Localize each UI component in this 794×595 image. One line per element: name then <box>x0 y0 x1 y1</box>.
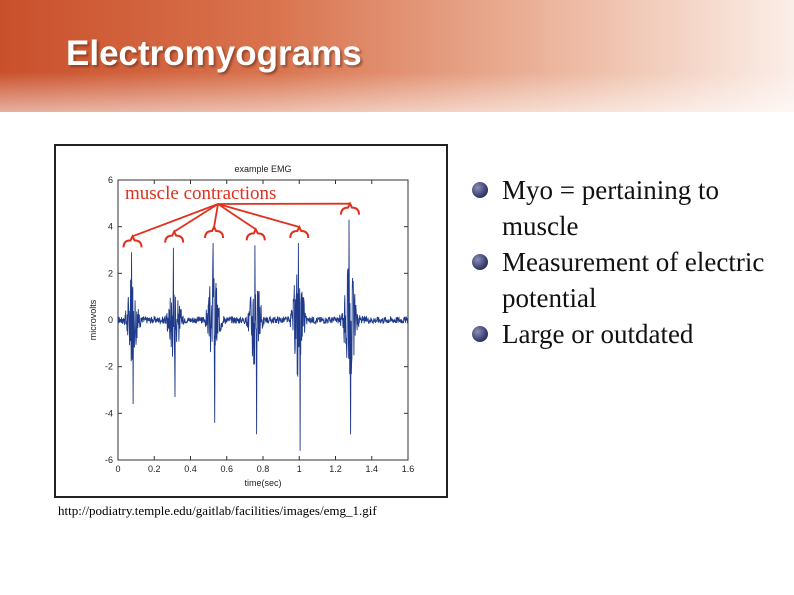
x-tick-label: 1.2 <box>329 464 342 474</box>
x-tick-label: 0 <box>115 464 120 474</box>
annotation-connector <box>217 203 257 231</box>
y-tick-label: -6 <box>105 455 113 465</box>
axis-ticks: 0 0.2 0.4 0.6 0.8 1 1.2 1.4 1.6 -6 -4 -2 0 2 4 6 <box>105 175 414 474</box>
annotation-connector <box>132 203 219 238</box>
bullet-icon <box>472 182 488 198</box>
bullet-item: Large or outdated <box>470 316 780 352</box>
y-tick-label: 2 <box>108 268 113 278</box>
emg-chart: example EMG 0 0.2 0.4 0.6 0.8 1 1.2 1.4 1.6 -6 -4 -… <box>88 164 414 488</box>
emg-trace <box>117 219 409 451</box>
x-tick-label: 0.4 <box>184 464 197 474</box>
slide-title: Electromyograms <box>66 34 362 73</box>
annotation-connector <box>173 203 219 233</box>
bullet-text: Myo = pertaining to muscle <box>502 175 719 241</box>
annotation-connector <box>217 203 300 228</box>
y-tick-label: 0 <box>108 315 113 325</box>
chart-title: example EMG <box>234 164 291 174</box>
x-axis-label: time(sec) <box>244 478 281 488</box>
x-tick-label: 0.6 <box>220 464 233 474</box>
bullet-icon <box>472 254 488 270</box>
image-source-url: http://podiatry.temple.edu/gaitlab/facil… <box>58 503 377 518</box>
y-tick-label: -2 <box>105 362 113 372</box>
x-tick-label: 1.6 <box>402 464 415 474</box>
contraction-annotations <box>122 201 360 248</box>
bullet-icon <box>472 326 488 342</box>
y-tick-label: 4 <box>108 222 113 232</box>
x-tick-label: 0.8 <box>257 464 270 474</box>
bullet-item: Measurement of electric potential <box>470 244 780 316</box>
x-tick-label: 0.2 <box>148 464 161 474</box>
annotation-connector <box>213 203 219 228</box>
bullet-item: Myo = pertaining to muscle <box>470 172 780 244</box>
title-banner <box>0 0 794 112</box>
bullet-text: Measurement of electric potential <box>502 247 765 313</box>
bullet-list: Myo = pertaining to muscle Measurement o… <box>470 172 780 352</box>
y-tick-label: 6 <box>108 175 113 185</box>
bullet-text: Large or outdated <box>502 319 694 349</box>
y-axis-label: microvolts <box>88 299 98 340</box>
y-tick-label: -4 <box>105 408 113 418</box>
emg-figure: example EMG 0 0.2 0.4 0.6 0.8 1 1.2 1.4 1.6 -6 -4 -… <box>54 144 448 498</box>
x-tick-label: 1 <box>297 464 302 474</box>
annotation-label: muscle contractions <box>125 183 276 204</box>
x-tick-label: 1.4 <box>365 464 378 474</box>
emg-signal <box>117 219 409 451</box>
